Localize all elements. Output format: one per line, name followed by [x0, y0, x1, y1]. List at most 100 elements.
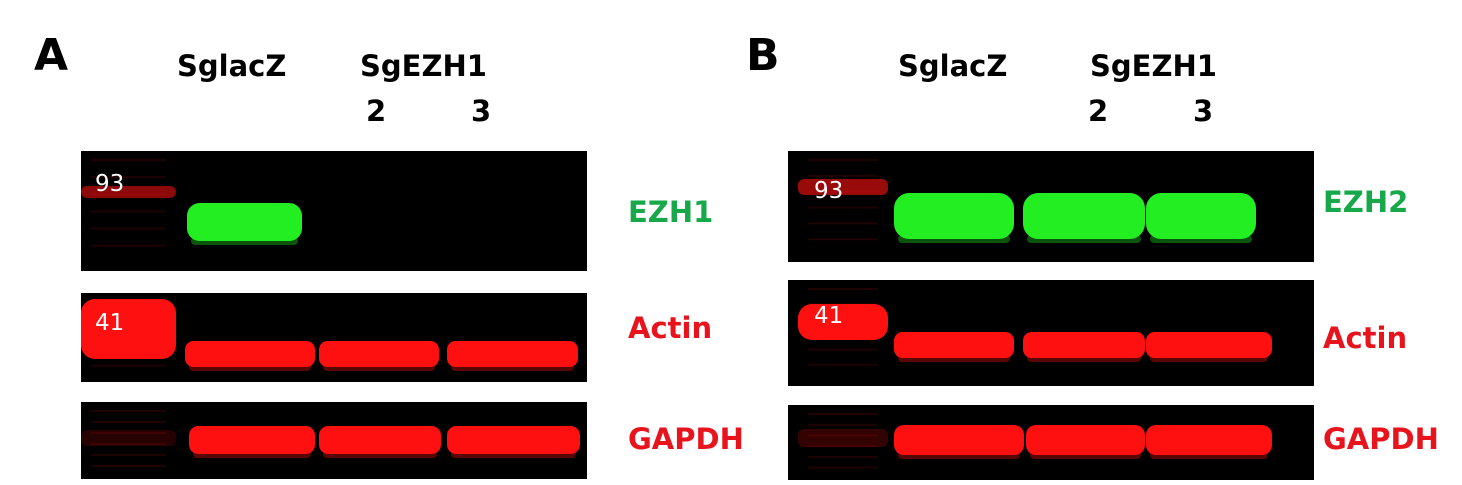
knockout-group-label: SgEZH1 [360, 49, 487, 83]
sample-band-smear-lane-1 [898, 451, 1020, 459]
sample-band-smear-lane-1 [193, 450, 311, 458]
marker-ladder-streak [808, 190, 878, 193]
lane-number-2: 2 [366, 94, 387, 128]
sample-band-lane-2 [1026, 425, 1145, 455]
marker-ladder-streak [91, 176, 166, 179]
marker-ladder-streak [91, 432, 166, 434]
marker-ladder-streak [91, 227, 166, 230]
sample-band-smear-lane-1 [898, 235, 1010, 243]
protein-label-ezh1: EZH1 [628, 195, 714, 229]
sample-band-smear-lane-1 [898, 354, 1010, 362]
lane-number-3: 3 [471, 94, 492, 128]
control-lane-label: SglacZ [898, 49, 1008, 83]
marker-ladder-streak [91, 421, 166, 423]
marker-ladder-streak [808, 288, 878, 290]
marker-ladder-streak [808, 174, 878, 177]
blot-ezh2: 93 [788, 151, 1314, 262]
protein-label-gapdh: GAPDH [1323, 422, 1439, 456]
sample-band-lane-1 [189, 426, 315, 454]
control-lane-label: SglacZ [177, 49, 287, 83]
marker-ladder-streak [808, 445, 878, 448]
blot-image [798, 288, 1272, 366]
marker-ladder-streak [808, 363, 878, 366]
blot-gapdh [81, 402, 587, 479]
marker-ladder-streak [91, 410, 166, 412]
blot-image [798, 159, 1256, 243]
panel-letter: A [34, 30, 69, 81]
sample-band-lane-2 [1023, 332, 1145, 358]
sample-band-smear-lane-2 [1027, 354, 1141, 362]
marker-ladder-streak [91, 210, 166, 213]
sample-band-lane-1 [187, 203, 302, 241]
marker-ladder-band [81, 186, 176, 198]
sample-band-lane-3 [1146, 425, 1272, 455]
sample-band-lane-3 [447, 341, 578, 367]
sample-band-smear-lane-3 [451, 363, 574, 371]
sample-band-lane-2 [1023, 193, 1145, 239]
marker-ladder-band [798, 179, 888, 195]
marker-ladder-streak [91, 351, 166, 354]
protein-label-actin: Actin [628, 311, 713, 345]
lane-number-2: 2 [1088, 94, 1109, 128]
marker-ladder-streak [91, 364, 166, 367]
marker-label-93: 93 [95, 171, 125, 197]
protein-label-gapdh: GAPDH [628, 422, 744, 456]
lane-number-3: 3 [1193, 94, 1214, 128]
marker-ladder-band [798, 304, 888, 340]
blot-image [81, 410, 580, 467]
marker-ladder-streak [808, 206, 878, 209]
marker-ladder-streak [91, 159, 166, 161]
marker-ladder-streak [808, 318, 878, 321]
sample-band-smear-lane-3 [451, 450, 576, 458]
marker-ladder-streak [808, 333, 878, 336]
marker-ladder-streak [91, 301, 166, 303]
marker-ladder-streak [808, 423, 878, 426]
sample-band-smear-lane-1 [189, 363, 311, 371]
sample-band-lane-1 [185, 341, 315, 367]
marker-ladder-streak [91, 339, 166, 342]
blot-actin: 41 [788, 280, 1314, 386]
blot-gapdh [788, 405, 1314, 480]
sample-band-lane-1 [894, 332, 1014, 358]
marker-ladder-band [81, 299, 176, 359]
protein-label-ezh2: EZH2 [1323, 185, 1409, 219]
sample-band-smear-lane-1 [191, 237, 298, 245]
panel-b: B SglacZ SgEZH1 2 3 93 EZH2 41 Actin GAP… [731, 0, 1462, 485]
sample-band-smear-lane-2 [323, 363, 435, 371]
marker-label-41: 41 [814, 303, 844, 329]
marker-ladder-streak [808, 348, 878, 351]
knockout-group-label: SgEZH1 [1090, 49, 1217, 83]
blot-image [81, 299, 578, 371]
sample-band-smear-lane-2 [1030, 451, 1141, 459]
marker-label-41: 41 [95, 310, 125, 336]
marker-ladder-streak [91, 326, 166, 329]
sample-band-lane-3 [1146, 332, 1272, 358]
blot-image [81, 159, 302, 247]
marker-ladder-band [798, 429, 888, 447]
sample-band-lane-3 [447, 426, 580, 454]
blot-actin: 41 [81, 293, 587, 382]
marker-ladder-streak [808, 159, 878, 161]
marker-ladder-streak [91, 465, 166, 467]
sample-band-lane-2 [319, 341, 439, 367]
protein-label-actin: Actin [1323, 321, 1408, 355]
marker-ladder-streak [808, 413, 878, 415]
panel-a: A SglacZ SgEZH1 2 3 93 EZH1 41 Actin GAP… [34, 30, 744, 479]
sample-band-smear-lane-2 [323, 450, 437, 458]
marker-ladder-streak [808, 455, 878, 458]
sample-band-lane-3 [1146, 193, 1256, 239]
marker-ladder-streak [91, 443, 166, 445]
marker-label-93: 93 [814, 178, 844, 204]
marker-ladder-streak [808, 434, 878, 437]
marker-ladder-streak [808, 466, 878, 469]
marker-ladder-streak [91, 313, 166, 316]
blot-ezh1: 93 [81, 151, 587, 271]
blot-image [798, 413, 1272, 469]
panel-letter: B [746, 30, 780, 81]
marker-ladder-streak [808, 238, 878, 241]
marker-ladder-streak [91, 193, 166, 196]
sample-band-smear-lane-3 [1150, 451, 1268, 459]
sample-band-smear-lane-3 [1150, 354, 1268, 362]
marker-ladder-streak [808, 303, 878, 306]
marker-ladder-streak [91, 244, 166, 247]
